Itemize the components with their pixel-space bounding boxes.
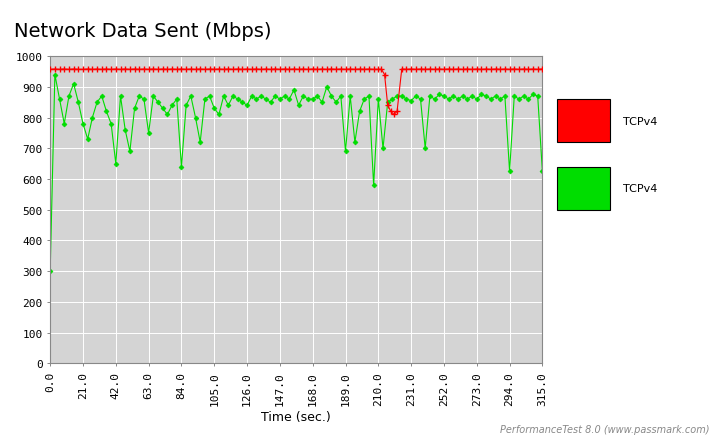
Text: TCPv4: TCPv4: [622, 117, 657, 126]
X-axis label: Time (sec.): Time (sec.): [262, 410, 331, 424]
Text: PerformanceTest 8.0 (www.passmark.com): PerformanceTest 8.0 (www.passmark.com): [500, 424, 710, 434]
FancyBboxPatch shape: [556, 167, 610, 210]
Text: Network Data Sent (Mbps): Network Data Sent (Mbps): [14, 22, 272, 41]
FancyBboxPatch shape: [556, 100, 610, 143]
Text: TCPv4: TCPv4: [622, 184, 657, 194]
